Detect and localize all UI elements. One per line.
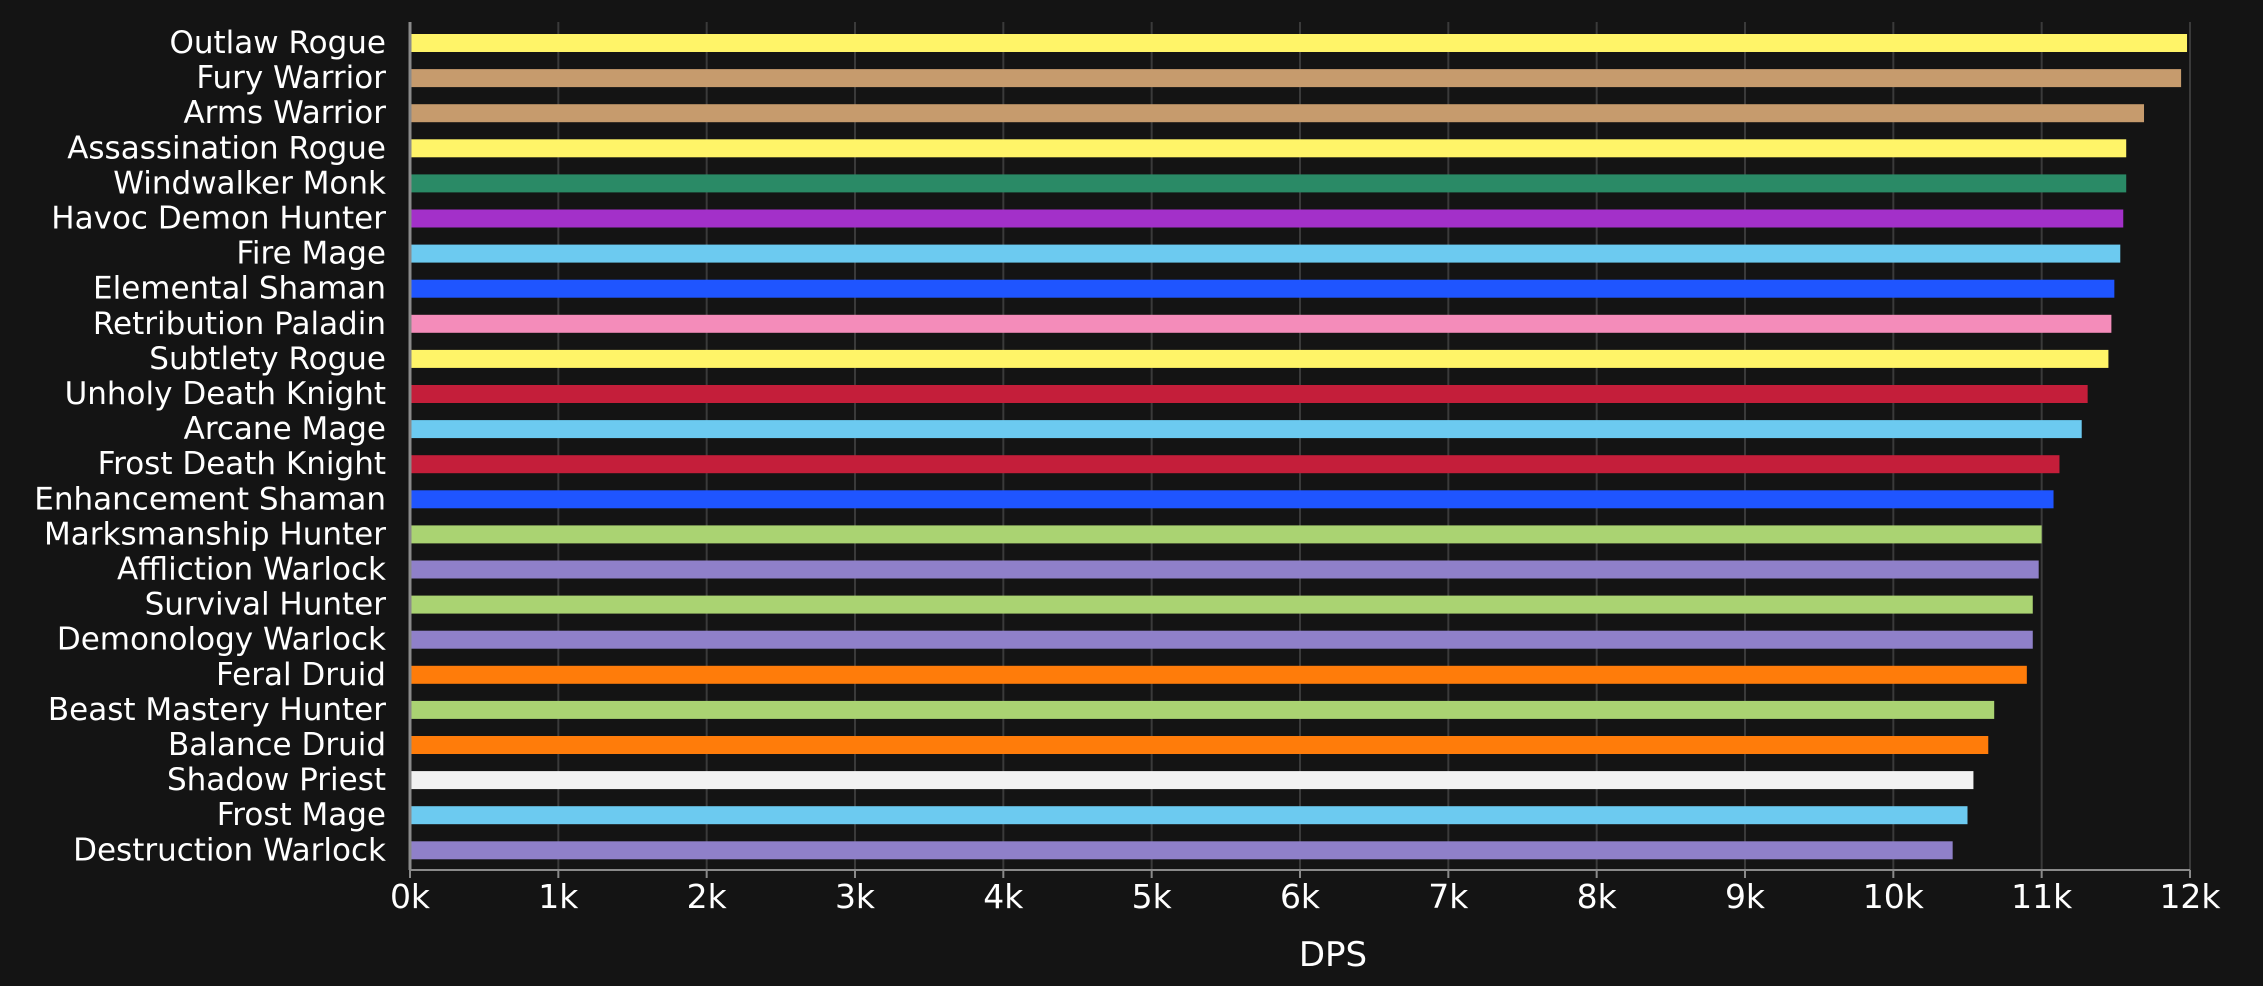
category-label: Frost Death Knight	[98, 446, 386, 482]
category-label: Elemental Shaman	[93, 271, 386, 307]
bar	[410, 665, 2027, 684]
category-label: Marksmanship Hunter	[44, 516, 386, 552]
category-label: Beast Mastery Hunter	[48, 692, 386, 728]
category-label: Fire Mage	[236, 236, 386, 272]
grid-lines	[557, 22, 2191, 870]
x-tick-label: 7k	[1428, 877, 1469, 916]
category-label: Outlaw Rogue	[169, 25, 386, 61]
bar	[410, 279, 2115, 298]
category-label: Arms Warrior	[183, 95, 386, 131]
category-label: Assassination Rogue	[67, 130, 386, 166]
category-label: Survival Hunter	[145, 587, 387, 623]
bar	[410, 174, 2127, 193]
bar	[410, 244, 2121, 263]
bar	[410, 455, 2060, 474]
category-label: Unholy Death Knight	[65, 376, 386, 412]
category-label: Frost Mage	[217, 797, 386, 833]
category-label: Fury Warrior	[196, 60, 386, 96]
x-tick-label: 6k	[1280, 877, 1321, 916]
bar	[410, 490, 2054, 509]
category-label: Subtlety Rogue	[149, 341, 386, 377]
x-axis-title: DPS	[1299, 935, 1367, 975]
x-tick-label: 1k	[538, 877, 579, 916]
bar	[410, 34, 2188, 52]
bar	[410, 771, 1974, 790]
bar	[410, 420, 2082, 439]
category-label: Havoc Demon Hunter	[51, 201, 386, 237]
category-label: Destruction Warlock	[73, 832, 386, 868]
category-label: Windwalker Monk	[113, 165, 386, 201]
bar	[410, 736, 1989, 754]
bar	[410, 385, 2088, 403]
x-tick-label: 5k	[1132, 877, 1173, 916]
x-tick-label: 2k	[687, 877, 728, 916]
bar	[410, 630, 2033, 649]
bar	[410, 841, 1953, 860]
category-label: Retribution Paladin	[93, 306, 386, 342]
x-tick-label: 3k	[835, 877, 876, 916]
bar	[410, 104, 2145, 123]
bars	[410, 34, 2188, 860]
bar	[410, 209, 2124, 228]
x-tick-label: 11k	[2011, 877, 2073, 916]
x-tick-label: 9k	[1725, 877, 1766, 916]
bar	[410, 700, 1995, 719]
bar	[410, 349, 2109, 368]
bar	[410, 314, 2112, 333]
x-tick-labels: 0k 1k 2k 3k 4k 5k 6k 7k 8k 9k 10k 11k 12k	[390, 877, 2221, 916]
bar	[410, 806, 1968, 825]
x-tick-label: 0k	[390, 877, 431, 916]
category-label: Balance Druid	[168, 727, 386, 763]
x-tick-label: 4k	[983, 877, 1024, 916]
axes	[408, 22, 2191, 878]
bar	[410, 525, 2042, 544]
x-tick-label: 10k	[1863, 877, 1925, 916]
bar	[410, 595, 2033, 614]
bar	[410, 69, 2182, 88]
bar	[410, 560, 2039, 579]
category-label: Affliction Warlock	[117, 552, 386, 588]
x-tick-label: 12k	[2159, 877, 2221, 916]
category-label: Arcane Mage	[184, 411, 386, 447]
x-tick-label: 8k	[1577, 877, 1618, 916]
category-label: Demonology Warlock	[57, 622, 386, 658]
category-label: Shadow Priest	[167, 762, 386, 798]
bar	[410, 139, 2127, 158]
category-label: Feral Druid	[216, 657, 386, 693]
category-label: Enhancement Shaman	[34, 481, 386, 517]
